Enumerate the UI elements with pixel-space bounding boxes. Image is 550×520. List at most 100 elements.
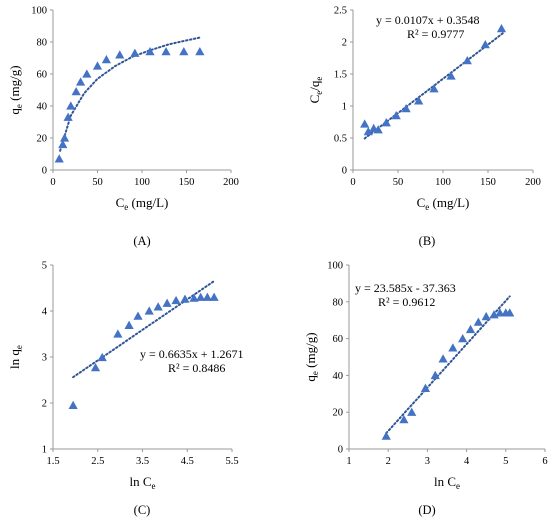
chart-b-data-point [496,23,507,33]
chart-c-y-tick-label: 2 [42,399,47,410]
chart-c-y-axis-label: ln qe [7,345,24,369]
chart-d-y-tick-label: 0 [338,445,343,456]
chart-d-y-tick-label: 20 [333,408,344,419]
chart-b-data-point [360,119,370,128]
chart-d-data-point [473,317,483,326]
chart-a-y-tick-label: 100 [31,6,47,17]
chart-a-data-point [145,47,155,56]
chart-a-data-point [179,47,189,56]
chart-b-y-tick-label: 2 [342,38,347,49]
chart-b-y-tick-label: 1 [342,102,347,113]
chart-b-y-tick-label: 1.5 [334,70,347,81]
chart-a-data-point [82,69,92,78]
chart-d-y-axis-label: qe (mg/g) [303,332,320,381]
chart-b-data-point [446,71,456,80]
chart-d-data-point [495,308,505,317]
chart-d-data-point [420,383,431,392]
chart-d-x-tick-label: 1 [346,456,351,467]
chart-b-data-point [480,39,490,49]
chart-a-trendline [59,36,203,152]
chart-b-data-point [414,96,424,105]
chart-b-panel-label: (B) [419,234,436,248]
chart-b-x-tick-label: 200 [525,177,541,188]
chart-a-y-tick-label: 0 [42,166,47,177]
chart-c-y-tick-label: 1 [42,445,47,456]
chart-c-y-tick-label: 5 [42,261,47,272]
chart-c-x-tick-label: 1.5 [46,456,59,467]
chart-a-x-tick-label: 150 [179,177,195,188]
chart-d-data-point [481,311,491,321]
chart-a-data-point [58,139,68,149]
chart-b-x-tick-label: 0 [350,177,355,188]
chart-b-y-tick-label: 0.5 [334,134,347,145]
chart-c-x-tick-label: 2.5 [91,456,104,467]
chart-d-data-point [430,370,440,380]
chart-c-x-axis-label: ln Ce [129,474,155,491]
chart-a-x-tick-label: 100 [134,177,150,188]
chart-c-data-point [162,298,172,307]
chart-a-x-tick-label: 50 [92,177,103,188]
chart-c-equation: y = 0.6635x + 1.2671 [140,347,244,361]
chart-a-y-tick-label: 20 [37,134,48,145]
chart-b-data-point [391,111,401,120]
chart-d-data-point [407,407,417,416]
chart-a-data-point [92,61,103,70]
chart-d-y-tick-label: 100 [327,261,343,272]
chart-b-x-tick-label: 150 [480,177,496,188]
chart-c-data-point [202,292,212,301]
chart-c-x-tick-label: 3.5 [136,456,149,467]
chart-a-data-point [130,48,140,57]
chart-c-panel-label: (C) [134,503,151,517]
chart-b-y-tick-label: 0 [342,166,347,177]
chart-c-data-point [180,294,190,303]
chart-d-data-point [465,324,476,334]
chart-a-data-point [71,87,81,96]
chart-c-x-tick-label: 4.5 [181,456,194,467]
chart-a-data-point [115,50,125,59]
chart-a-data-point [54,154,64,163]
chart-c-data-point [153,302,163,311]
chart-d-equation: y = 23.585x - 37.363 [355,281,456,295]
chart-c-y-tick-label: 4 [42,307,48,318]
chart-a-data-point [59,133,70,142]
chart-d-data-point [399,414,409,424]
chart-b-r2: R² = 0.9777 [407,27,464,41]
chart-a-x-tick-label: 200 [223,177,239,188]
chart-c-data-point [196,292,206,301]
chart-a-data-point [101,55,111,64]
chart-b-x-axis-label: Ce (mg/L) [417,195,470,212]
chart-d-r2: R² = 0.9612 [378,295,435,309]
chart-a-data-point [63,112,73,121]
chart-d-x-tick-label: 5 [503,456,508,467]
chart-b-y-axis-label: Ce/qe [307,77,324,104]
chart-d-x-axis-label: ln Ce [434,474,460,491]
chart-a-y-tick-label: 80 [37,38,48,49]
chart-d-panel-label: (D) [418,503,435,517]
chart-c-x-tick-label: 5.5 [225,456,238,467]
chart-c-data-point [171,295,181,305]
chart-b-data-point [381,118,391,127]
chart-b-equation: y = 0.0107x + 0.3548 [376,13,480,27]
chart-d-x-tick-label: 2 [386,456,391,467]
chart-a-data-point [75,77,86,86]
chart-d-data-point [448,343,458,352]
chart-d-x-tick-label: 6 [542,456,547,467]
chart-c-data-point [90,362,101,372]
chart-a-y-tick-label: 40 [37,102,48,113]
chart-d-data-point [381,431,391,440]
chart-c-data-point [189,293,199,302]
chart-a-y-axis-label: qe (mg/g) [7,65,24,114]
chart-c-data-point [144,306,154,315]
chart-c-data-point [209,292,219,301]
chart-b: 0 50 100 150 200 0 0.5 1 1.5 2 2.5 Ce (mg/L) Ce/qe y … [307,6,541,249]
chart-b-data-point [401,103,411,113]
chart-c: 1.5 2.5 3.5 4.5 5.5 1 2 3 4 5 ln Ce ln qe y = 0.6635… [7,261,244,518]
chart-a-x-tick-label: 0 [50,177,55,188]
chart-c-trendline [72,280,216,379]
chart-b-data-point [429,84,439,93]
chart-b-data-point [363,127,373,136]
chart-a-x-axis-label: Ce (mg/L) [116,195,169,212]
chart-d-data-point [458,334,468,343]
